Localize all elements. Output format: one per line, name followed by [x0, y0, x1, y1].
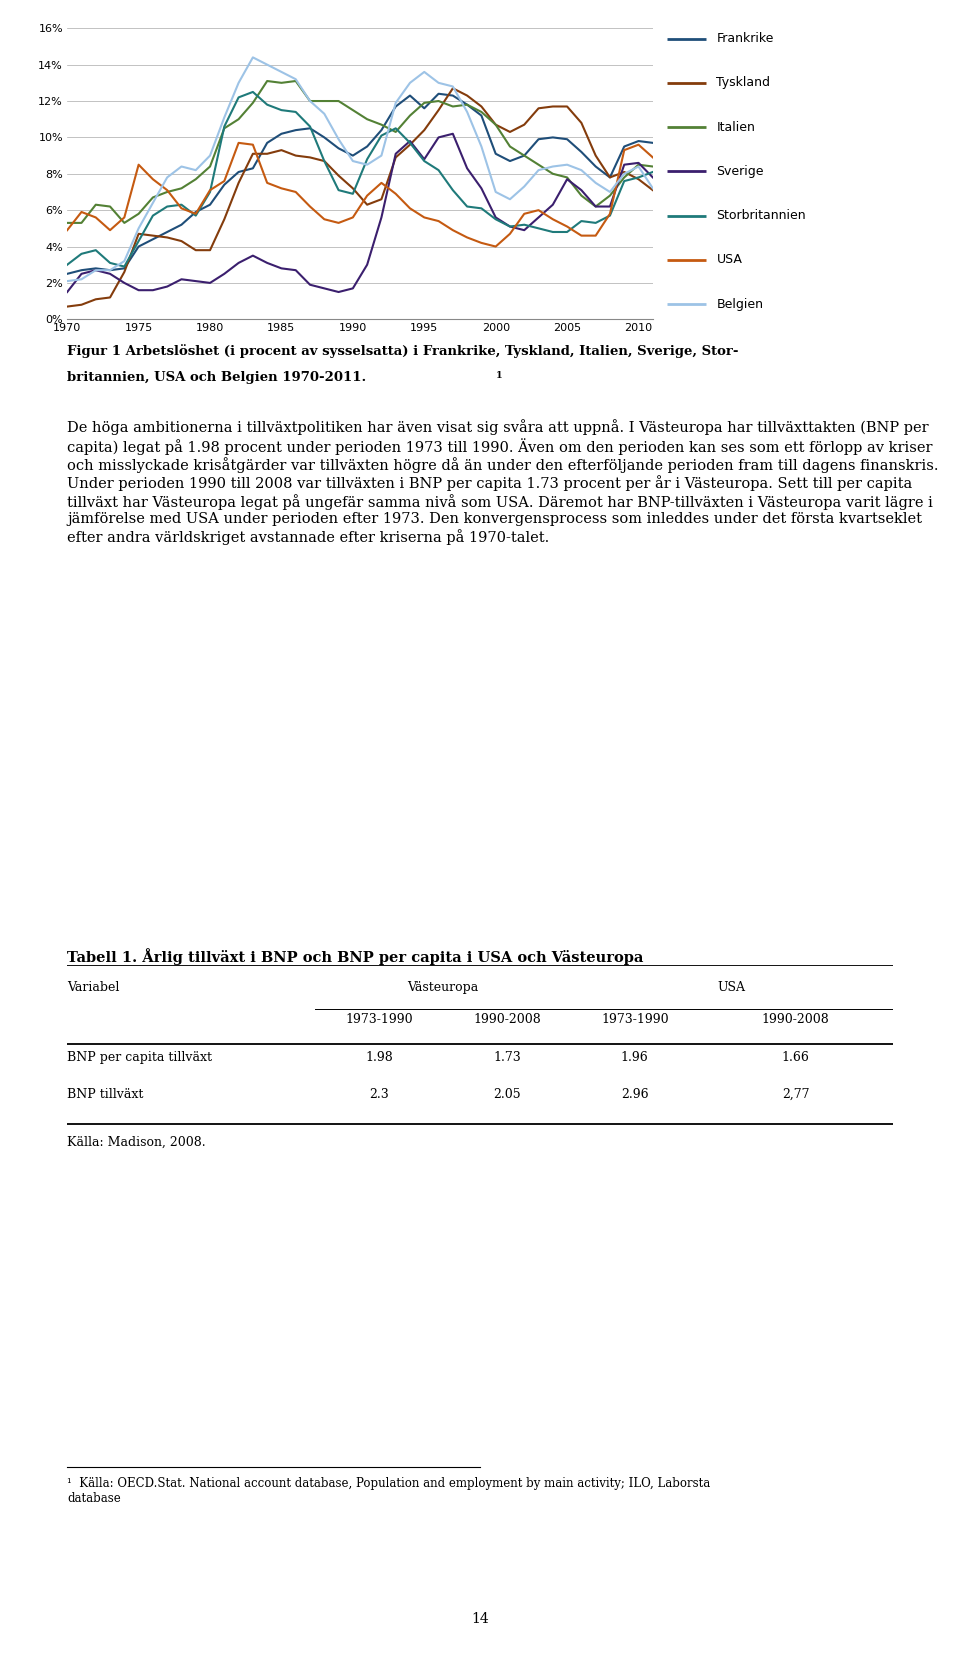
- Text: 1.96: 1.96: [621, 1051, 649, 1064]
- Text: Västeuropa: Västeuropa: [407, 981, 478, 994]
- Text: 1973-1990: 1973-1990: [345, 1013, 413, 1026]
- Text: 14: 14: [471, 1613, 489, 1626]
- Text: BNP per capita tillväxt: BNP per capita tillväxt: [67, 1051, 212, 1064]
- Text: 1.73: 1.73: [492, 1051, 520, 1064]
- Text: USA: USA: [718, 981, 746, 994]
- Text: Belgien: Belgien: [716, 298, 763, 311]
- Text: Italien: Italien: [716, 121, 756, 133]
- Text: Källa: Madison, 2008.: Källa: Madison, 2008.: [67, 1136, 205, 1149]
- Text: De höga ambitionerna i tillväxtpolitiken har även visat sig svåra att uppnå. I V: De höga ambitionerna i tillväxtpolitiken…: [67, 419, 939, 544]
- Text: 1973-1990: 1973-1990: [601, 1013, 668, 1026]
- Text: Frankrike: Frankrike: [716, 32, 774, 45]
- Text: Sverige: Sverige: [716, 165, 764, 178]
- Text: Tyskland: Tyskland: [716, 76, 771, 90]
- Text: britannien, USA och Belgien 1970-2011.: britannien, USA och Belgien 1970-2011.: [67, 371, 367, 384]
- Text: 1990-2008: 1990-2008: [762, 1013, 829, 1026]
- Text: USA: USA: [716, 253, 742, 266]
- Text: Tabell 1. Årlig tillväxt i BNP och BNP per capita i USA och Västeuropa: Tabell 1. Årlig tillväxt i BNP och BNP p…: [67, 948, 643, 965]
- Text: Storbritannien: Storbritannien: [716, 210, 806, 223]
- Text: 1.98: 1.98: [365, 1051, 393, 1064]
- Text: Figur 1 Arbetslöshet (i procent av sysselsatta) i Frankrike, Tyskland, Italien, : Figur 1 Arbetslöshet (i procent av sysse…: [67, 344, 738, 358]
- Text: Variabel: Variabel: [67, 981, 120, 994]
- Text: 1: 1: [496, 371, 503, 379]
- Text: ¹  Källa: OECD.Stat. National account database, Population and employment by mai: ¹ Källa: OECD.Stat. National account dat…: [67, 1477, 710, 1505]
- Text: 2.96: 2.96: [621, 1088, 649, 1101]
- Text: 1.66: 1.66: [781, 1051, 809, 1064]
- Text: BNP tillväxt: BNP tillväxt: [67, 1088, 144, 1101]
- Text: 2.3: 2.3: [369, 1088, 389, 1101]
- Text: 2,77: 2,77: [782, 1088, 809, 1101]
- Text: 2.05: 2.05: [493, 1088, 520, 1101]
- Text: 1990-2008: 1990-2008: [473, 1013, 540, 1026]
